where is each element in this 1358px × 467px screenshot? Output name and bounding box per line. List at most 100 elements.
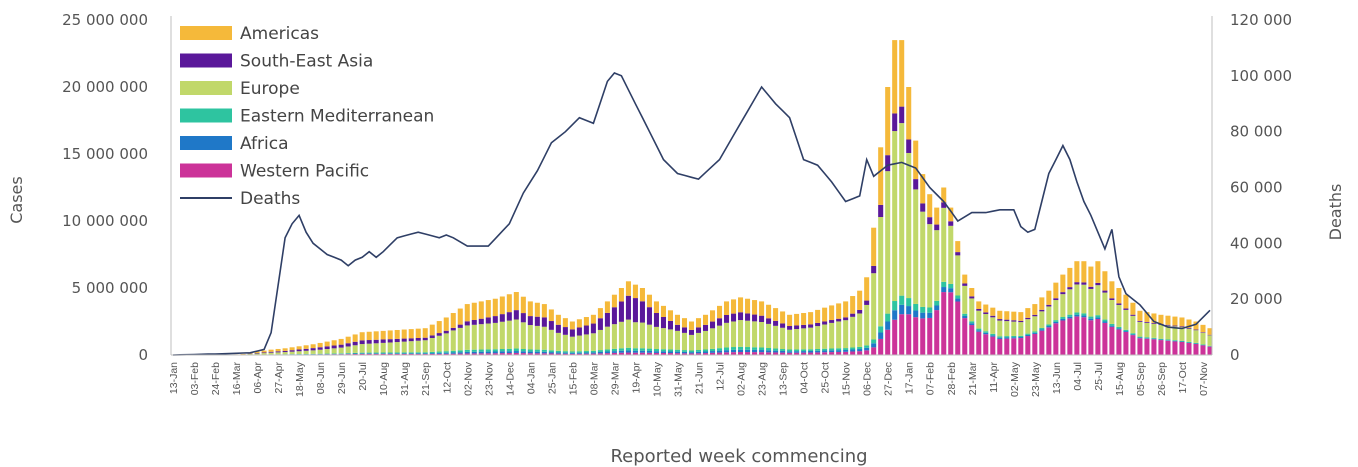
bar-eastern-mediterranean-41: [457, 350, 463, 353]
bar-western-pacific-89: [794, 352, 800, 355]
bar-eastern-mediterranean-79: [724, 347, 730, 351]
x-tick-label: 02-Nov: [462, 361, 474, 396]
bar-south-east-asia-113: [962, 283, 968, 286]
bar-africa-73: [681, 351, 688, 354]
bar-africa-71: [667, 351, 673, 354]
bar-africa-127: [1060, 318, 1066, 321]
bar-americas-140: [1151, 313, 1157, 323]
bar-south-east-asia-28: [366, 340, 372, 344]
bar-eastern-mediterranean-137: [1130, 333, 1136, 335]
bar-western-pacific-95: [836, 351, 842, 355]
bar-africa-36: [422, 353, 428, 355]
x-tick-label: 14-Dec: [504, 362, 516, 396]
bar-south-east-asia-107: [920, 203, 926, 212]
bar-eastern-mediterranean-32: [394, 352, 400, 354]
bar-eastern-mediterranean-144: [1179, 340, 1185, 342]
bar-europe-128: [1067, 289, 1073, 315]
bar-western-pacific-58: [576, 353, 582, 355]
x-tick-label: 06-Dec: [862, 362, 874, 396]
legend-label: Europe: [240, 79, 300, 99]
bar-europe-41: [457, 327, 463, 351]
bar-western-pacific-76: [702, 353, 709, 355]
bar-western-pacific-57: [569, 353, 575, 355]
bar-americas-40: [450, 313, 456, 328]
bar-europe-109: [934, 230, 940, 301]
bar-americas-147: [1200, 324, 1206, 333]
bar-africa-113: [962, 315, 968, 319]
bar-africa-48: [506, 351, 512, 354]
bar-africa-69: [653, 351, 659, 353]
bar-africa-87: [780, 350, 786, 353]
bar-africa-38: [436, 352, 442, 354]
bar-americas-71: [667, 310, 673, 321]
bar-eastern-mediterranean-111: [948, 283, 954, 289]
y-axis-right: 0 20 000 40 000 60 000 80 000 100 000 120 000: [1211, 11, 1292, 364]
bar-europe-138: [1137, 321, 1143, 337]
bar-south-east-asia-126: [1053, 298, 1059, 301]
bar-eastern-mediterranean-148: [1207, 345, 1213, 347]
bar-eastern-mediterranean-92: [815, 348, 821, 351]
bar-south-east-asia-100: [871, 265, 877, 274]
bar-americas-136: [1123, 294, 1129, 309]
bar-europe-120: [1011, 321, 1017, 336]
bar-americas-142: [1165, 315, 1171, 325]
bar-western-pacific-29: [373, 353, 379, 355]
bar-americas-126: [1053, 282, 1059, 299]
bar-africa-130: [1081, 315, 1087, 318]
bar-africa-90: [801, 351, 807, 353]
x-tick-label: 25-Oct: [820, 362, 832, 394]
bar-south-east-asia-94: [829, 320, 835, 323]
bar-africa-116: [983, 332, 989, 335]
bar-south-east-asia-53: [541, 317, 547, 327]
bar-eastern-mediterranean-44: [478, 349, 484, 352]
bar-south-east-asia-15: [275, 351, 281, 353]
bar-europe-72: [674, 330, 680, 350]
bar-africa-59: [583, 352, 589, 354]
bar-eastern-mediterranean-27: [359, 352, 365, 354]
bar-africa-56: [562, 352, 568, 354]
bar-eastern-mediterranean-45: [485, 349, 491, 352]
bar-western-pacific-120: [1011, 338, 1017, 355]
x-tick-label: 25-Jan: [546, 362, 558, 394]
bar-western-pacific-61: [597, 353, 603, 355]
bar-south-east-asia-48: [506, 312, 512, 321]
bar-western-pacific-41: [457, 353, 463, 355]
bar-europe-31: [387, 342, 393, 353]
bar-south-east-asia-31: [387, 339, 393, 343]
bar-europe-129: [1074, 284, 1080, 313]
bar-eastern-mediterranean-134: [1109, 323, 1115, 326]
bar-africa-107: [920, 312, 926, 319]
x-tick-label: 16-Mar: [231, 362, 243, 396]
bar-americas-114: [969, 288, 975, 297]
bar-africa-100: [871, 343, 877, 348]
bar-south-east-asia-64: [618, 301, 624, 322]
bar-eastern-mediterranean-39: [443, 351, 449, 353]
bar-africa-78: [717, 350, 723, 353]
bar-south-east-asia-83: [752, 314, 758, 322]
bar-americas-141: [1158, 314, 1164, 325]
bar-south-east-asia-38: [436, 333, 442, 336]
bar-western-pacific-71: [667, 353, 673, 355]
x-tick-label: 21-Mar: [967, 362, 979, 396]
bar-americas-22: [324, 341, 330, 347]
bar-south-east-asia-148: [1207, 334, 1213, 336]
bar-western-pacific-91: [808, 352, 814, 355]
bar-eastern-mediterranean-77: [710, 348, 716, 352]
bar-americas-75: [695, 318, 702, 328]
bar-eastern-mediterranean-118: [997, 336, 1003, 338]
bar-americas-124: [1039, 297, 1045, 310]
bar-western-pacific-33: [401, 353, 407, 355]
bar-south-east-asia-136: [1123, 308, 1129, 310]
bar-south-east-asia-29: [373, 339, 379, 344]
bar-western-pacific-99: [864, 350, 870, 355]
bar-south-east-asia-44: [478, 318, 484, 325]
bar-western-pacific-52: [534, 353, 540, 355]
bar-western-pacific-126: [1053, 323, 1059, 355]
bar-south-east-asia-125: [1046, 304, 1052, 307]
bar-europe-38: [436, 335, 442, 352]
bar-eastern-mediterranean-71: [667, 349, 673, 352]
x-tick-label: 10-May: [652, 361, 664, 397]
bar-americas-84: [759, 301, 765, 316]
bar-western-pacific-90: [801, 352, 807, 355]
bar-eastern-mediterranean-136: [1123, 329, 1129, 332]
